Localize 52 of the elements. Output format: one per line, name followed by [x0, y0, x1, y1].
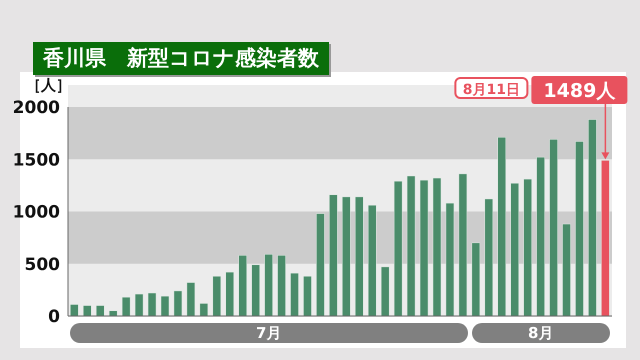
bar: [484, 198, 494, 316]
bar: [342, 196, 351, 316]
bar: [134, 294, 144, 316]
bar: [277, 255, 286, 316]
bar: [458, 174, 468, 316]
bar: [329, 194, 338, 316]
bar: [96, 305, 104, 316]
bar: [226, 272, 234, 316]
data-label: 1489人: [543, 80, 616, 102]
bar: [316, 213, 325, 316]
bar: [368, 204, 376, 316]
bar: [174, 290, 182, 316]
bar: [355, 196, 364, 316]
bar: [200, 303, 208, 316]
bar: [472, 242, 480, 316]
bar: [70, 304, 79, 316]
bar: [303, 276, 312, 316]
bar: [588, 119, 597, 316]
y-tick-label: 1500: [12, 150, 60, 170]
y-tick-label: 500: [24, 254, 60, 275]
bar: [432, 178, 442, 316]
bar: [264, 254, 273, 316]
bar: [575, 141, 584, 316]
bar: [549, 139, 558, 316]
bar: [394, 180, 402, 316]
y-tick-label: 2000: [12, 98, 60, 118]
bar: [160, 296, 170, 316]
text: 8月: [472, 323, 610, 343]
y-tick-label: 1000: [12, 202, 60, 223]
bar: [562, 224, 571, 316]
bar: [186, 282, 196, 316]
y-axis-title: ［人］: [26, 76, 71, 95]
bar: [251, 264, 260, 316]
bar: [523, 178, 532, 316]
bar: [536, 156, 545, 316]
bar: [108, 310, 118, 316]
bar: [83, 305, 92, 316]
bar: [510, 183, 519, 316]
bar: [380, 266, 390, 316]
chart-title: 香川県 新型コロナ感染者数: [33, 42, 329, 75]
bar: [420, 180, 428, 316]
bar: [406, 176, 416, 316]
text: 7月: [70, 323, 468, 343]
bar: [212, 276, 222, 316]
bar: [238, 255, 247, 316]
bar: [446, 202, 454, 316]
bar: [122, 296, 130, 316]
bar: [498, 137, 506, 316]
text: 8月11日: [462, 82, 520, 98]
y-tick-label: 0: [48, 307, 60, 328]
bar: [148, 292, 156, 316]
bar: [290, 272, 299, 316]
